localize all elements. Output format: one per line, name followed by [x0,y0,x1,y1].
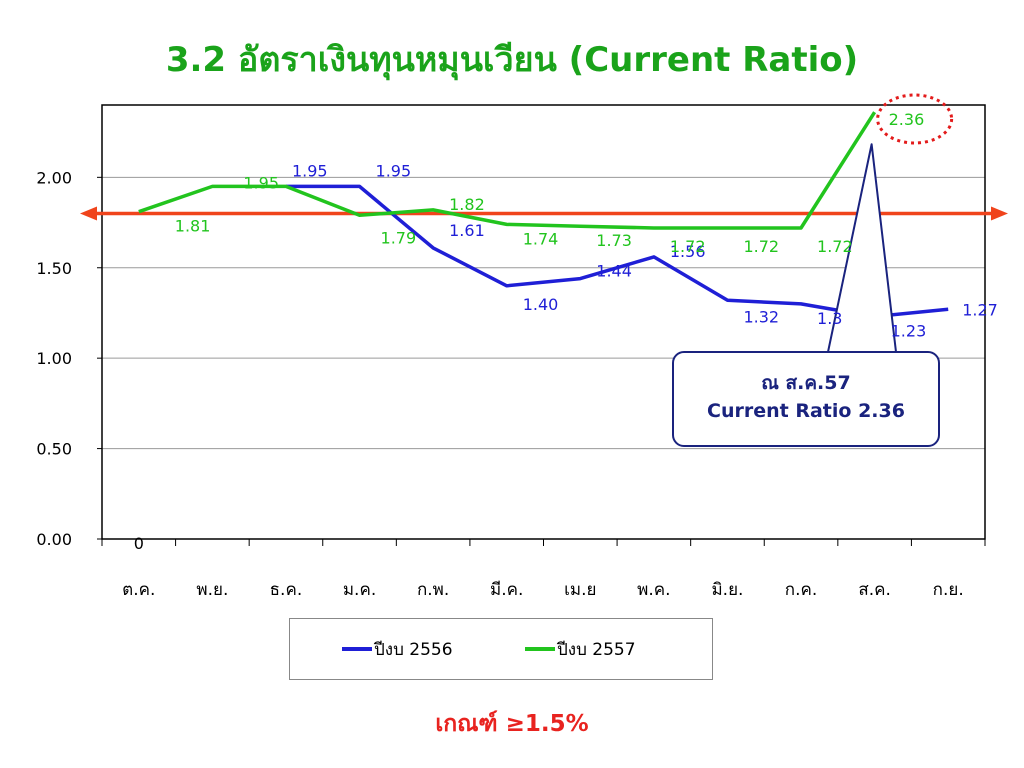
data-label: 1.73 [596,231,632,250]
chart-title: 3.2 อัตราเงินทุนหมุนเวียน (Current Ratio… [165,40,859,80]
y-tick-label: 0.50 [36,440,72,459]
data-label: 1.40 [523,295,559,314]
callout-line-1: ณ ส.ค.57 [761,372,851,394]
data-label: 1.81 [175,217,211,236]
y-tick-label: 1.50 [36,259,72,278]
data-label: 1.82 [449,195,485,214]
data-label: 1.95 [376,161,412,180]
y-tick-label: 1.00 [36,349,72,368]
legend: ปีงบ 2556 ปีงบ 2557 [289,618,713,680]
x-tick-label: พ.ค. [637,580,670,600]
legend-item-2556: ปีงบ 2556 [342,637,453,661]
data-label: 1.44 [596,262,632,281]
threshold-arrow-left [80,206,97,221]
data-label: 1.56 [670,242,706,261]
x-tick-label: มิ.ย. [711,580,743,600]
data-label: 1.3 [817,309,842,328]
data-label: 2.36 [889,110,925,129]
data-label: 1.79 [381,228,417,247]
data-label: 1.72 [743,237,779,256]
data-label: 1.95 [292,161,328,180]
data-label: 1.23 [891,322,927,341]
data-label: 1.32 [743,307,779,326]
legend-item-2557: ปีงบ 2557 [525,637,636,661]
series-line-1 [138,111,877,230]
x-tick-label: ก.ค. [785,580,817,600]
x-tick-label: ก.ย. [933,580,964,600]
x-tick-label: ธ.ค. [270,580,303,600]
data-label: 1.72 [670,237,706,256]
x-tick-label: เม.ย [564,580,596,600]
x-tick-label: ต.ค. [122,580,155,600]
legend-swatch-2557 [525,647,555,651]
x-tick-label: มี.ค. [490,580,523,600]
callout-box: ณ ส.ค.57 Current Ratio 2.36 [672,351,940,447]
data-label: 1.74 [523,229,559,248]
data-label: 1.61 [449,221,485,240]
legend-label-2556: ปีงบ 2556 [374,639,453,660]
threshold-arrow-right [991,206,1008,221]
legend-label-2557: ปีงบ 2557 [557,639,636,660]
criterion-note: เกณฑ์ ≥1.5% [435,711,589,737]
data-label: 1.72 [817,237,853,256]
data-label: 1.27 [962,300,998,319]
x-tick-label: ม.ค. [343,580,376,600]
callout-line-2: Current Ratio 2.36 [707,400,905,422]
x-tick-label: ส.ค. [858,580,891,600]
legend-swatch-2556 [342,647,372,651]
data-label: 1.95 [243,173,279,192]
y-tick-label: 0.00 [36,530,72,549]
y-tick-label: 2.00 [36,168,72,187]
data-label: 0 [134,534,144,553]
x-tick-label: พ.ย. [196,580,228,600]
highlight-ellipse [876,93,954,145]
x-tick-label: ก.พ. [417,580,449,600]
